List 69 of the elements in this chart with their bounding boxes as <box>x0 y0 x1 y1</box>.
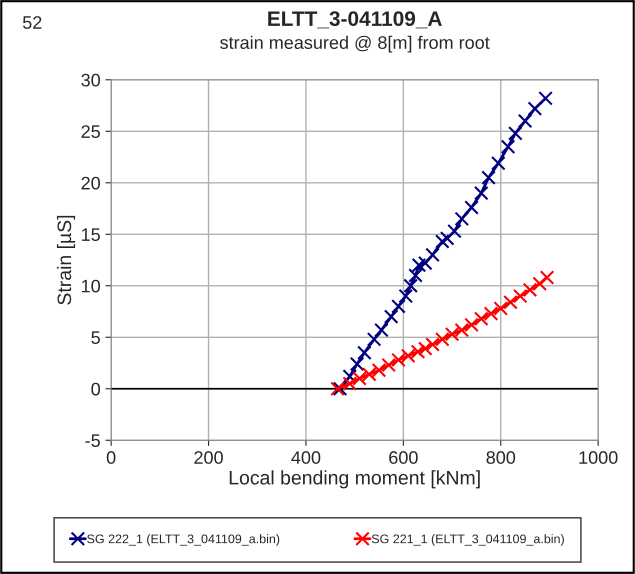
point <box>532 276 548 292</box>
y-tick-label: -5 <box>85 434 100 447</box>
point <box>435 332 450 347</box>
point <box>454 212 470 226</box>
point <box>350 356 364 372</box>
y-tick-label: 15 <box>82 228 100 241</box>
point <box>391 299 406 314</box>
y-tick-label: 0 <box>91 382 100 396</box>
chart-subtitle: strain measured @ 8[m] from root <box>220 36 490 53</box>
point <box>362 367 377 382</box>
point <box>491 156 506 171</box>
point <box>425 337 440 352</box>
point <box>398 288 414 304</box>
point <box>447 224 462 238</box>
point <box>366 332 382 347</box>
point <box>484 306 498 321</box>
x-tick-label: 400 <box>291 451 320 464</box>
point <box>508 126 523 141</box>
text: 52 <box>22 16 42 29</box>
point <box>352 371 367 386</box>
point <box>464 200 479 215</box>
point <box>412 258 426 272</box>
y-tick-label: 20 <box>82 176 100 190</box>
point <box>408 268 423 283</box>
x-tick-label: 1000 <box>579 451 618 464</box>
point <box>435 234 450 249</box>
y-tick-label: 5 <box>91 331 100 344</box>
x-axis-title: Local bending moment [kNm] <box>230 470 480 488</box>
point <box>384 309 398 324</box>
point <box>512 288 528 304</box>
point <box>503 294 518 310</box>
point <box>357 345 372 360</box>
point <box>410 344 426 359</box>
point <box>522 282 538 298</box>
point <box>403 278 418 294</box>
point <box>538 91 553 106</box>
y-tick-label: 10 <box>82 280 100 292</box>
chart-title: ELTT_3-041109_A <box>268 11 442 28</box>
point <box>500 139 516 154</box>
point <box>418 341 433 356</box>
point <box>518 114 532 128</box>
point <box>493 301 508 316</box>
x-tick-label: 0 <box>106 451 116 464</box>
point <box>342 376 358 391</box>
point <box>440 231 454 246</box>
point <box>481 170 496 185</box>
y-tick-label: 30 <box>81 74 100 87</box>
point <box>540 270 554 285</box>
x-tick-label: 800 <box>486 451 516 464</box>
point <box>342 369 358 384</box>
point <box>400 348 416 364</box>
x-tick-label: 600 <box>389 451 418 464</box>
point <box>418 256 433 270</box>
point <box>528 101 542 116</box>
point <box>474 311 489 326</box>
y-tick-label: 25 <box>82 125 100 138</box>
point <box>454 322 470 338</box>
legend-label: SG 222_1 (ELTT_3_041109_a.bin) <box>87 534 280 546</box>
point <box>444 326 460 342</box>
point <box>474 186 489 200</box>
point <box>425 248 440 262</box>
y-axis-title: Strain [µS] <box>56 216 76 305</box>
point <box>374 322 389 338</box>
legend-label: SG 221_1 (ELTT_3_041109_a.bin) <box>372 534 564 546</box>
point <box>381 358 396 372</box>
x-tick-label: 200 <box>194 451 223 464</box>
point <box>464 318 479 332</box>
point <box>391 352 406 368</box>
point <box>372 362 386 378</box>
